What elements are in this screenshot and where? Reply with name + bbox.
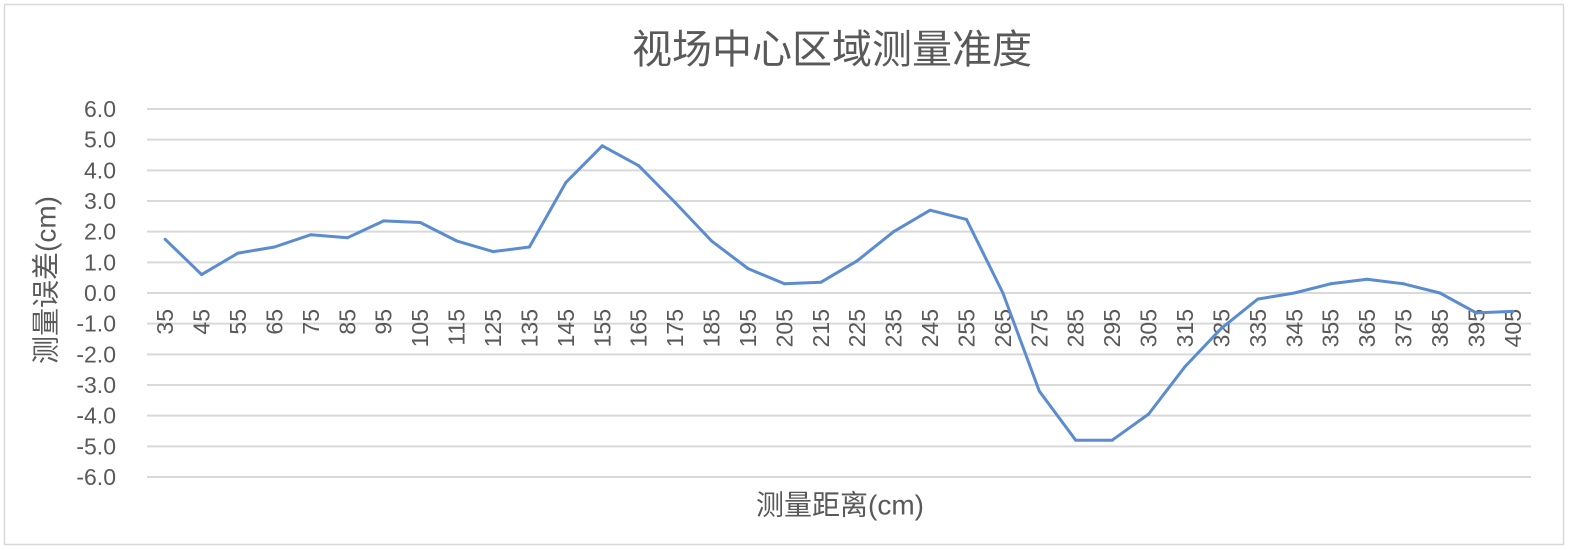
x-tick-label: 35 — [152, 309, 178, 335]
data-point — [819, 280, 823, 284]
x-tick-label: 195 — [735, 309, 761, 347]
x-tick-label: 165 — [626, 309, 652, 347]
data-point — [1474, 311, 1478, 315]
chart-title: 视场中心区域测量准度 — [632, 28, 1032, 72]
series-group — [163, 144, 1515, 442]
y-tick-label: 5.0 — [84, 127, 116, 153]
data-point — [600, 144, 604, 148]
data-point — [200, 273, 204, 277]
x-tick-label: 245 — [917, 309, 943, 347]
x-tick-label: 95 — [371, 309, 397, 335]
x-tick-label: 375 — [1391, 309, 1417, 347]
data-point — [1402, 282, 1406, 286]
x-tick-label: 235 — [881, 309, 907, 347]
x-tick-label: 385 — [1427, 309, 1453, 347]
x-tick-label: 155 — [589, 309, 615, 347]
x-tick-label: 85 — [334, 309, 360, 335]
x-axis-tick-labels: 35 45 55 65 75 85 95 105 115 125 135 145 155 165 175 18… — [152, 309, 1526, 347]
x-tick-label: 115 — [444, 309, 470, 346]
data-point — [382, 219, 386, 223]
x-tick-label: 395 — [1463, 309, 1489, 347]
chart-border — [3, 3, 1565, 546]
x-tick-label: 315 — [1172, 309, 1198, 347]
x-tick-label: 125 — [480, 309, 506, 347]
y-axis-title: 测量误差(cm) — [31, 196, 62, 364]
y-tick-label: -5.0 — [76, 433, 116, 459]
data-point — [163, 237, 167, 241]
x-tick-label: 65 — [261, 309, 287, 335]
data-point — [564, 181, 568, 185]
data-point — [1438, 291, 1442, 295]
x-tick-label: 145 — [553, 309, 579, 347]
y-tick-label: 1.0 — [84, 249, 116, 275]
data-point — [491, 250, 495, 254]
data-point — [1001, 291, 1005, 295]
data-point — [1074, 438, 1078, 442]
y-tick-label: -3.0 — [76, 372, 116, 398]
data-point — [527, 245, 531, 249]
data-point — [1183, 365, 1187, 369]
data-point — [746, 266, 750, 270]
data-point — [1037, 389, 1041, 393]
data-point — [964, 217, 968, 221]
data-point — [673, 201, 677, 205]
x-tick-label: 355 — [1318, 309, 1344, 347]
x-tick-label: 205 — [771, 309, 797, 347]
data-point — [637, 164, 641, 168]
data-point — [272, 245, 276, 249]
data-point — [1365, 277, 1369, 281]
x-tick-label: 285 — [1063, 309, 1089, 347]
x-tick-label: 75 — [298, 309, 324, 335]
x-tick-label: 135 — [516, 309, 542, 347]
data-point — [1256, 297, 1260, 301]
y-tick-label: 6.0 — [84, 96, 116, 122]
y-tick-label: 0.0 — [84, 280, 116, 306]
x-tick-label: 225 — [844, 309, 870, 347]
data-point — [309, 233, 313, 237]
x-tick-label: 275 — [1026, 309, 1052, 347]
series-line — [163, 144, 1515, 442]
x-tick-label: 295 — [1099, 309, 1125, 347]
data-point — [1147, 412, 1151, 416]
x-tick-label: 215 — [808, 309, 834, 347]
x-tick-label: 105 — [407, 309, 433, 347]
data-point — [1329, 282, 1333, 286]
x-tick-label: 405 — [1500, 309, 1526, 347]
y-tick-label: -4.0 — [76, 403, 116, 429]
x-tick-label: 185 — [699, 309, 725, 347]
data-point — [455, 239, 459, 243]
y-tick-label: 3.0 — [84, 188, 116, 214]
data-point — [1219, 326, 1223, 330]
x-tick-label: 365 — [1354, 309, 1380, 347]
gridlines — [147, 108, 1531, 478]
x-tick-label: 45 — [189, 309, 215, 335]
data-point — [710, 239, 714, 243]
data-point — [1511, 309, 1515, 313]
x-tick-label: 255 — [953, 309, 979, 347]
x-axis-title: 测量距离(cm) — [756, 490, 924, 521]
y-tick-label: -2.0 — [76, 341, 116, 367]
y-tick-label: 4.0 — [84, 157, 116, 183]
y-tick-label: -6.0 — [76, 464, 116, 490]
data-point — [855, 259, 859, 263]
y-axis-tick-labels: 6.0 5.0 4.0 3.0 2.0 1.0 0.0 -1.0 -2.0 -3.0 -4.0 -5.… — [76, 96, 116, 490]
x-tick-label: 335 — [1245, 309, 1271, 347]
data-point — [928, 208, 932, 212]
x-tick-label: 345 — [1281, 309, 1307, 347]
data-point — [1292, 291, 1296, 295]
data-point — [782, 282, 786, 286]
x-tick-label: 55 — [225, 309, 251, 335]
data-point — [345, 236, 349, 240]
y-tick-label: -1.0 — [76, 311, 116, 337]
data-point — [892, 230, 896, 234]
x-tick-label: 305 — [1136, 309, 1162, 347]
data-point — [236, 251, 240, 255]
y-tick-label: 2.0 — [84, 219, 116, 245]
data-point — [1110, 438, 1114, 442]
x-tick-label: 175 — [662, 309, 688, 347]
data-point — [418, 220, 422, 224]
